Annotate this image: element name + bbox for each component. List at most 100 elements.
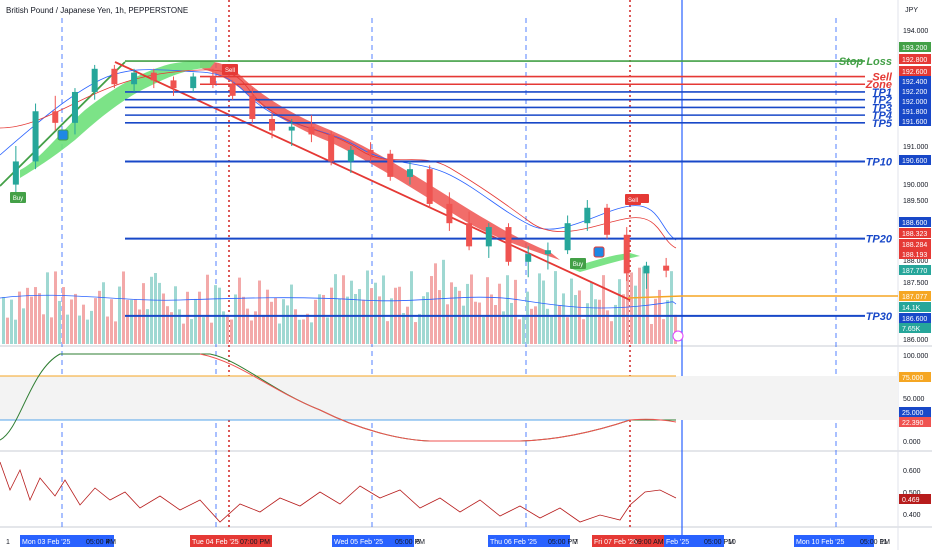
volume-bar xyxy=(450,282,453,344)
candle-body xyxy=(623,234,630,274)
time-axis-tick: 05:00 PM xyxy=(86,539,116,546)
time-label-box xyxy=(664,535,724,547)
tp-level-label: Zone xyxy=(865,79,892,91)
price-axis-tick: 189.500 xyxy=(903,198,928,205)
volume-bar xyxy=(282,299,285,344)
price-label-box xyxy=(899,155,931,165)
volume-bar xyxy=(38,293,41,344)
volume-bar xyxy=(78,315,81,344)
volume-bar xyxy=(62,287,65,344)
time-axis-tick: 10 xyxy=(728,539,736,546)
volume-bar xyxy=(426,292,429,344)
volume-bar xyxy=(422,296,425,344)
osc2-axis-tick: 0.600 xyxy=(903,468,921,475)
volume-bar xyxy=(26,287,29,344)
volume-bar xyxy=(198,291,201,344)
osc2-label-text: 0.469 xyxy=(902,497,920,504)
osc1-signal-line xyxy=(199,353,677,442)
price-label-box xyxy=(899,96,931,106)
candle-body xyxy=(387,153,394,177)
volume-bar xyxy=(558,305,561,344)
signal-badge xyxy=(625,194,641,205)
volume-bar xyxy=(610,321,613,344)
price-label-box xyxy=(899,42,931,52)
price-axis-tick: 188.000 xyxy=(903,258,928,265)
volume-bar xyxy=(506,275,509,344)
price-label-box xyxy=(899,291,931,301)
sell-marker-icon xyxy=(640,194,649,203)
volume-bar xyxy=(482,317,485,344)
volume-bar xyxy=(130,299,133,344)
candle-body xyxy=(584,207,591,224)
volume-bar xyxy=(150,276,153,344)
volume-bar xyxy=(494,305,497,344)
volume-bar xyxy=(458,290,461,344)
price-label-text: 192.000 xyxy=(902,99,927,106)
candle-body xyxy=(505,227,512,262)
volume-bar xyxy=(590,282,593,344)
tp-level-label: TP5 xyxy=(872,118,893,130)
currency-label: JPY xyxy=(905,7,918,14)
osc1-label-box xyxy=(899,417,931,427)
volume-bar xyxy=(258,280,261,344)
tp-level-label: TP1 xyxy=(872,87,892,99)
volume-bar xyxy=(222,311,225,344)
signal-badge xyxy=(222,64,238,75)
diamond-marker-icon xyxy=(593,246,605,258)
price-label-text: 192.200 xyxy=(902,89,927,96)
volume-bar xyxy=(190,319,193,344)
volume-bar xyxy=(166,306,169,344)
price-axis-tick: 187.500 xyxy=(903,280,928,287)
volume-bar xyxy=(630,272,633,344)
volume-bar xyxy=(286,305,289,344)
candle-body xyxy=(328,134,335,162)
volume-bar xyxy=(530,308,533,344)
candle-body xyxy=(663,265,670,271)
candle-body xyxy=(111,68,118,85)
time-axis-tick: 05:00 PM xyxy=(704,539,734,546)
volume-bar xyxy=(418,313,421,344)
candle-body xyxy=(525,254,532,262)
symbol-title[interactable]: British Pound / Japanese Yen, 1h, PEPPER… xyxy=(6,6,189,15)
candle-body xyxy=(466,223,473,247)
price-label-text: 186.600 xyxy=(902,316,927,323)
volume-bar xyxy=(42,314,45,344)
price-label-text: 188.600 xyxy=(902,220,927,227)
volume-bar xyxy=(550,316,553,344)
volume-bar xyxy=(46,272,49,344)
volume-bar xyxy=(518,319,521,344)
tp-level-label: TP20 xyxy=(866,234,893,246)
volume-bar xyxy=(314,299,317,344)
volume-bar xyxy=(10,299,13,344)
volume-bar xyxy=(90,310,93,344)
volume-bar xyxy=(102,282,105,344)
volume-bar xyxy=(14,319,17,344)
volume-bar xyxy=(142,283,145,344)
osc2-label-box xyxy=(899,494,931,504)
volume-bar xyxy=(242,296,245,344)
time-axis-tick: 7 xyxy=(574,539,578,546)
price-axis-tick: 191.000 xyxy=(903,144,928,151)
volume-ma-line xyxy=(0,294,677,309)
candle-body xyxy=(288,126,295,131)
volume-bar xyxy=(302,319,305,344)
volume-bar xyxy=(6,317,9,344)
osc1-band xyxy=(0,376,898,420)
volume-bar xyxy=(470,274,473,344)
volume-bar xyxy=(442,259,445,344)
time-label-box xyxy=(190,535,272,547)
volume-bar xyxy=(574,294,577,344)
volume-bar xyxy=(178,309,181,344)
volume-bar xyxy=(510,302,513,344)
volume-bar xyxy=(674,314,677,344)
volume-bar xyxy=(138,309,141,344)
volume-bar xyxy=(238,277,241,344)
volume-bar xyxy=(182,323,185,344)
time-axis-tick: 4 xyxy=(106,539,110,546)
price-label-box xyxy=(899,54,931,64)
time-axis-tick: 6 xyxy=(416,539,420,546)
time-axis-tick: 05:00 PM xyxy=(395,539,425,546)
volume-bar xyxy=(250,320,253,344)
volume-bar xyxy=(478,302,481,344)
